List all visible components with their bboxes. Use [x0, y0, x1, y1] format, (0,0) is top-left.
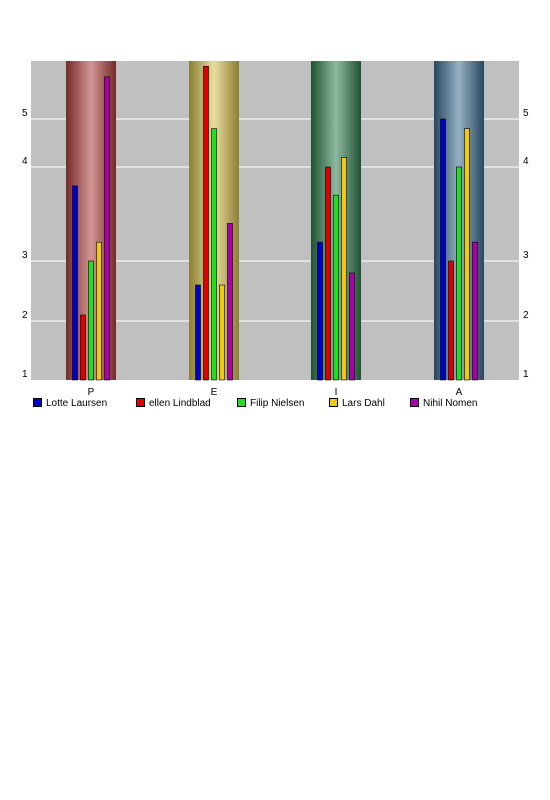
- legend-swatch: [237, 397, 246, 407]
- y-tick-label-right: 3: [523, 250, 529, 261]
- bar: [341, 157, 347, 381]
- category-label: E: [211, 387, 218, 398]
- bar: [88, 260, 94, 381]
- legend-label: Nihil Nomen: [423, 398, 478, 409]
- bars: [72, 65, 478, 381]
- legend-label: Filip Nielsen: [250, 398, 305, 409]
- legend: Lotte Laursen ellen Lindblad Filip Nielsen…: [33, 397, 533, 413]
- bar: [456, 166, 462, 381]
- bar: [349, 272, 355, 381]
- legend-item: Nihil Nomen: [410, 397, 477, 411]
- legend-item: Filip Nielsen: [237, 397, 304, 411]
- legend-swatch: [410, 397, 419, 407]
- legend-item: Lotte Laursen: [33, 397, 107, 411]
- legend-item: Lars Dahl: [329, 397, 385, 411]
- legend-swatch: [136, 397, 145, 407]
- y-tick-label-right: 5: [523, 108, 529, 119]
- legend-swatch: [329, 397, 338, 407]
- bar: [333, 194, 339, 381]
- bar: [96, 241, 102, 381]
- category-label: I: [335, 387, 338, 398]
- y-tick-label-left: 4: [22, 156, 28, 167]
- bar: [195, 284, 201, 381]
- bar: [104, 76, 110, 381]
- bar: [203, 65, 209, 381]
- legend-item: ellen Lindblad: [136, 397, 211, 411]
- category-label: A: [456, 387, 463, 398]
- y-tick-label-right: 1: [523, 369, 529, 380]
- y-axis-ticks: 1 1 2 2 3 3 4 4 5 5: [22, 108, 529, 380]
- y-tick-label-left: 5: [22, 108, 28, 119]
- y-tick-label-right: 2: [523, 310, 529, 321]
- legend-label: Lotte Laursen: [46, 398, 108, 409]
- y-tick-label-left: 3: [22, 250, 28, 261]
- bar: [211, 128, 217, 381]
- legend-label: ellen Lindblad: [149, 398, 211, 409]
- bar: [325, 166, 331, 381]
- bar: [317, 241, 323, 381]
- y-tick-label-left: 2: [22, 310, 28, 321]
- bar: [440, 118, 446, 381]
- y-tick-label-right: 4: [523, 156, 529, 167]
- bar: [464, 128, 470, 381]
- bar: [72, 185, 78, 381]
- bar: [227, 223, 233, 381]
- y-tick-label-left: 1: [22, 369, 28, 380]
- legend-label: Lars Dahl: [342, 398, 385, 409]
- category-label: P: [88, 387, 95, 398]
- bar: [448, 260, 454, 381]
- bar: [219, 284, 225, 381]
- legend-swatch: [33, 397, 42, 407]
- bar: [472, 241, 478, 381]
- bar: [80, 314, 86, 381]
